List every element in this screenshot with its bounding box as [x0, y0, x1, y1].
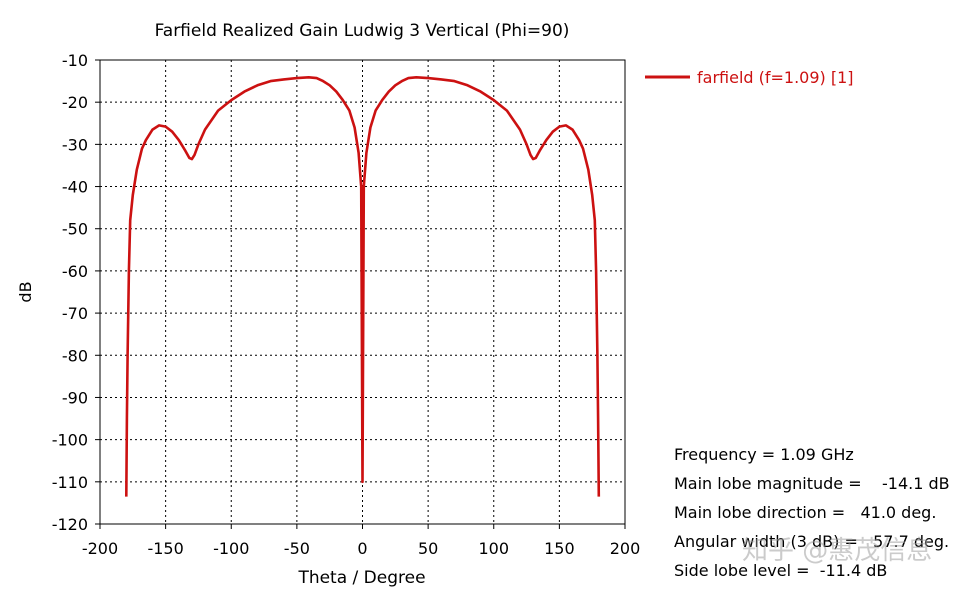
y-tick-label: -50 [62, 220, 88, 239]
info-main-lobe-direction: Main lobe direction = 41.0 deg. [674, 503, 937, 522]
legend-label: farfield (f=1.09) [1] [697, 68, 854, 87]
x-axis-ticks: -200 -150 -100 -50 0 50 100 150 200 [82, 524, 640, 558]
y-tick-label: -10 [62, 51, 88, 70]
info-main-lobe-magnitude: Main lobe magnitude = -14.1 dB [674, 474, 950, 493]
x-tick-label: -200 [82, 539, 118, 558]
info-frequency: Frequency = 1.09 GHz [674, 445, 854, 464]
x-tick-label: 100 [478, 539, 509, 558]
chart-title: Farfield Realized Gain Ludwig 3 Vertical… [155, 21, 570, 41]
y-tick-label: -40 [62, 178, 88, 197]
x-tick-label: -100 [213, 539, 249, 558]
x-tick-label: -150 [147, 539, 183, 558]
y-tick-label: -70 [62, 304, 88, 323]
series-group [125, 76, 601, 497]
y-tick-label: -20 [62, 93, 88, 112]
y-tick-label: -80 [62, 346, 88, 365]
y-tick-label: -90 [62, 388, 88, 407]
x-axis-label: Theta / Degree [297, 568, 425, 588]
y-tick-label: -60 [62, 262, 88, 281]
y-tick-label: -120 [52, 515, 88, 534]
watermark-text: 知乎 @惠茂信息 [742, 536, 933, 566]
y-tick-label: -100 [52, 431, 88, 450]
y-axis-ticks: -10 -20 -30 -40 -50 -60 -70 -80 -90 -100 -110 -120 [52, 51, 100, 534]
x-tick-label: 200 [610, 539, 641, 558]
x-tick-label: 0 [357, 539, 367, 558]
x-tick-label: 50 [418, 539, 438, 558]
x-tick-label: -50 [284, 539, 310, 558]
info-angular-width: Angular width (3 dB) = 57.7 deg. [674, 532, 950, 551]
y-tick-label: -110 [52, 473, 88, 492]
series-line-farfield [125, 76, 601, 497]
x-tick-label: 150 [544, 539, 575, 558]
y-tick-label: -30 [62, 135, 88, 154]
y-axis-label: dB [16, 281, 35, 302]
info-side-lobe-level: Side lobe level = -11.4 dB [674, 561, 888, 580]
